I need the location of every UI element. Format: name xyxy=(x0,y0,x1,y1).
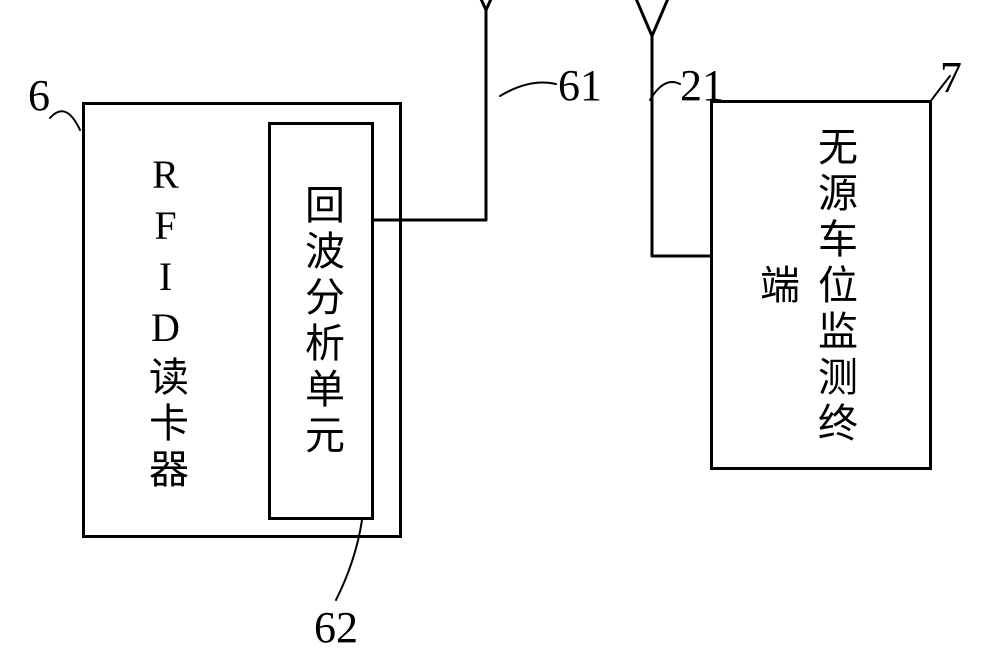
diagram-canvas: RFID读卡器 回波分析单元 无源车位监测终端 6 61 21 7 62 xyxy=(0,0,986,666)
diagram-lines xyxy=(0,0,986,666)
